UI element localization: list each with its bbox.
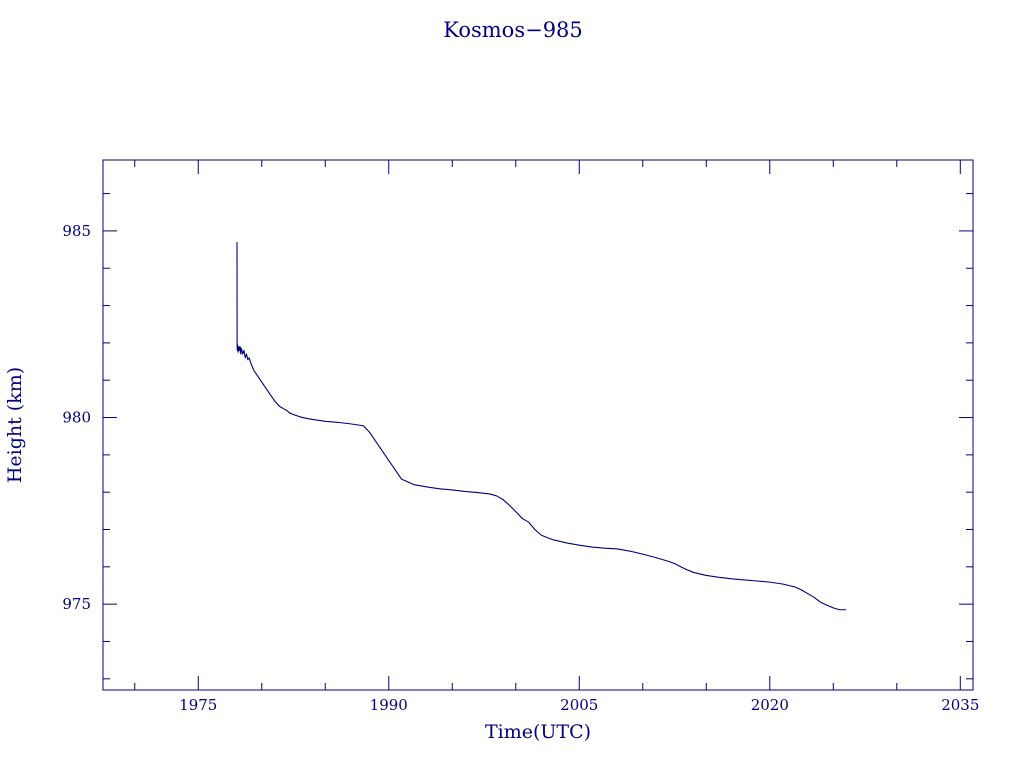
x-tick-label: 2035 (941, 696, 979, 714)
y-tick-label: 980 (62, 409, 91, 427)
x-tick-label: 1975 (179, 696, 217, 714)
x-tick-label: 2005 (560, 696, 598, 714)
x-tick-label: 2020 (751, 696, 789, 714)
height-series-line (236, 242, 846, 611)
y-tick-label: 985 (62, 222, 91, 240)
y-axis-label: Height (km) (4, 367, 26, 483)
axis-tick-labels: 1975 1990 2005 2020 2035 975 980 985 (62, 222, 979, 714)
y-tick-label: 975 (62, 595, 91, 613)
axis-ticks (103, 160, 973, 690)
chart-title: Kosmos−985 (443, 18, 583, 42)
plot-area-frame (102, 159, 974, 691)
x-tick-label: 1990 (370, 696, 408, 714)
x-axis-label: Time(UTC) (485, 721, 591, 743)
